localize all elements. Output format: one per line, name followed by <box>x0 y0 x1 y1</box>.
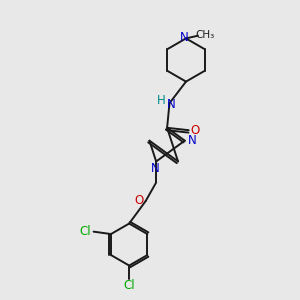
Text: CH₃: CH₃ <box>196 30 215 40</box>
Text: N: N <box>180 31 189 44</box>
Text: Cl: Cl <box>123 279 135 292</box>
Text: N: N <box>151 161 160 175</box>
Text: N: N <box>167 98 176 111</box>
Text: O: O <box>190 124 199 137</box>
Text: N: N <box>188 134 197 147</box>
Text: O: O <box>134 194 144 207</box>
Text: Cl: Cl <box>80 225 91 238</box>
Text: H: H <box>157 94 166 107</box>
